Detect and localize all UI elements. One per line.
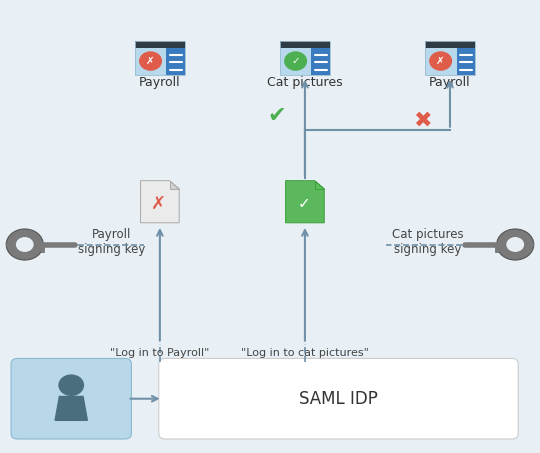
- Bar: [166, 48, 185, 75]
- Polygon shape: [55, 396, 87, 420]
- Text: "Log in to Payroll": "Log in to Payroll": [110, 347, 210, 357]
- Text: ✔: ✔: [268, 106, 286, 126]
- Circle shape: [507, 237, 524, 252]
- Circle shape: [430, 52, 451, 70]
- Text: Payroll: Payroll: [139, 76, 181, 89]
- Text: ✓: ✓: [298, 197, 310, 212]
- Circle shape: [497, 229, 534, 260]
- Text: ✖: ✖: [413, 111, 431, 131]
- Bar: [134, 41, 185, 48]
- Text: ✗: ✗: [151, 195, 166, 213]
- Text: Payroll: Payroll: [429, 76, 471, 89]
- Text: ✗: ✗: [146, 56, 155, 66]
- Bar: [425, 41, 475, 48]
- Circle shape: [6, 229, 43, 260]
- Circle shape: [140, 52, 161, 70]
- Text: "Log in to cat pictures": "Log in to cat pictures": [241, 347, 369, 357]
- Text: SAML IDP: SAML IDP: [299, 390, 378, 408]
- Bar: [280, 41, 330, 75]
- Bar: [456, 48, 475, 75]
- Polygon shape: [286, 181, 324, 223]
- Bar: [280, 41, 330, 48]
- Bar: [425, 48, 475, 75]
- Bar: [425, 41, 475, 75]
- Circle shape: [16, 237, 33, 252]
- Text: Cat pictures
signing key: Cat pictures signing key: [392, 228, 463, 256]
- Bar: [312, 48, 330, 75]
- Polygon shape: [140, 181, 179, 223]
- Polygon shape: [170, 181, 179, 189]
- Text: Cat pictures: Cat pictures: [267, 76, 343, 89]
- Polygon shape: [315, 181, 324, 189]
- Circle shape: [285, 52, 306, 70]
- Text: ✓: ✓: [291, 56, 300, 66]
- Circle shape: [58, 374, 84, 396]
- Text: Payroll
signing key: Payroll signing key: [78, 228, 145, 256]
- Text: ✗: ✗: [436, 56, 445, 66]
- FancyBboxPatch shape: [11, 358, 131, 439]
- FancyBboxPatch shape: [159, 358, 518, 439]
- Bar: [134, 48, 185, 75]
- Bar: [280, 48, 330, 75]
- Bar: [134, 41, 185, 75]
